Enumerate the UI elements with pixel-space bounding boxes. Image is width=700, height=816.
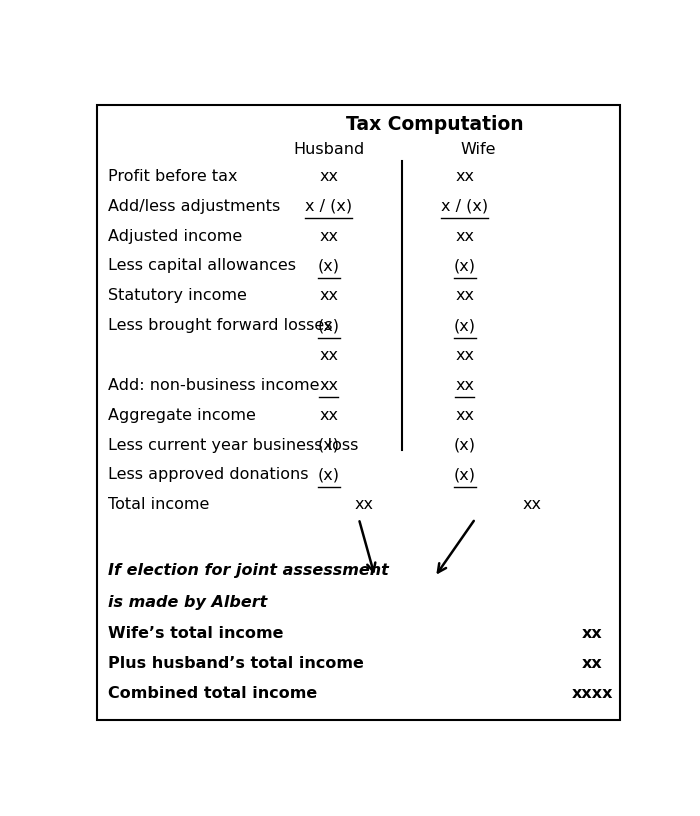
Text: Husband: Husband <box>293 142 365 157</box>
Text: (x): (x) <box>318 318 340 333</box>
Text: xx: xx <box>319 348 338 363</box>
Text: Combined total income: Combined total income <box>108 685 317 701</box>
Text: Plus husband’s total income: Plus husband’s total income <box>108 656 364 671</box>
Text: Wife: Wife <box>461 142 496 157</box>
Text: Total income: Total income <box>108 497 209 512</box>
Text: Wife’s total income: Wife’s total income <box>108 626 284 641</box>
Text: Profit before tax: Profit before tax <box>108 169 237 184</box>
Text: xx: xx <box>582 626 603 641</box>
Text: xx: xx <box>319 228 338 244</box>
Text: xx: xx <box>319 378 338 392</box>
FancyBboxPatch shape <box>97 105 620 720</box>
Text: Adjusted income: Adjusted income <box>108 228 242 244</box>
Text: xx: xx <box>455 408 474 423</box>
Text: Less brought forward losses: Less brought forward losses <box>108 318 332 333</box>
Text: xx: xx <box>319 169 338 184</box>
Text: Add: non-business income: Add: non-business income <box>108 378 320 392</box>
Text: xx: xx <box>455 228 474 244</box>
Text: (x): (x) <box>454 259 475 273</box>
Text: xx: xx <box>355 497 374 512</box>
Text: If election for joint assessment: If election for joint assessment <box>108 563 389 579</box>
Text: Less current year business loss: Less current year business loss <box>108 437 358 453</box>
Text: xx: xx <box>455 348 474 363</box>
Text: xxxx: xxxx <box>571 685 612 701</box>
Text: (x): (x) <box>454 318 475 333</box>
Text: x / (x): x / (x) <box>441 199 488 214</box>
Text: xx: xx <box>319 408 338 423</box>
Text: xx: xx <box>523 497 542 512</box>
Text: xx: xx <box>455 378 474 392</box>
Text: (x): (x) <box>454 437 475 453</box>
Text: (x): (x) <box>454 468 475 482</box>
Text: (x): (x) <box>318 259 340 273</box>
Text: Tax Computation: Tax Computation <box>346 115 524 134</box>
Text: xx: xx <box>455 288 474 304</box>
Text: Less capital allowances: Less capital allowances <box>108 259 296 273</box>
Text: (x): (x) <box>318 437 340 453</box>
Text: Statutory income: Statutory income <box>108 288 247 304</box>
Text: xx: xx <box>582 656 603 671</box>
Text: Add/less adjustments: Add/less adjustments <box>108 199 281 214</box>
Text: xx: xx <box>319 288 338 304</box>
Text: xx: xx <box>455 169 474 184</box>
Text: x / (x): x / (x) <box>305 199 353 214</box>
Text: is made by Albert: is made by Albert <box>108 595 267 610</box>
Text: (x): (x) <box>318 468 340 482</box>
Text: Aggregate income: Aggregate income <box>108 408 256 423</box>
Text: Less approved donations: Less approved donations <box>108 468 309 482</box>
